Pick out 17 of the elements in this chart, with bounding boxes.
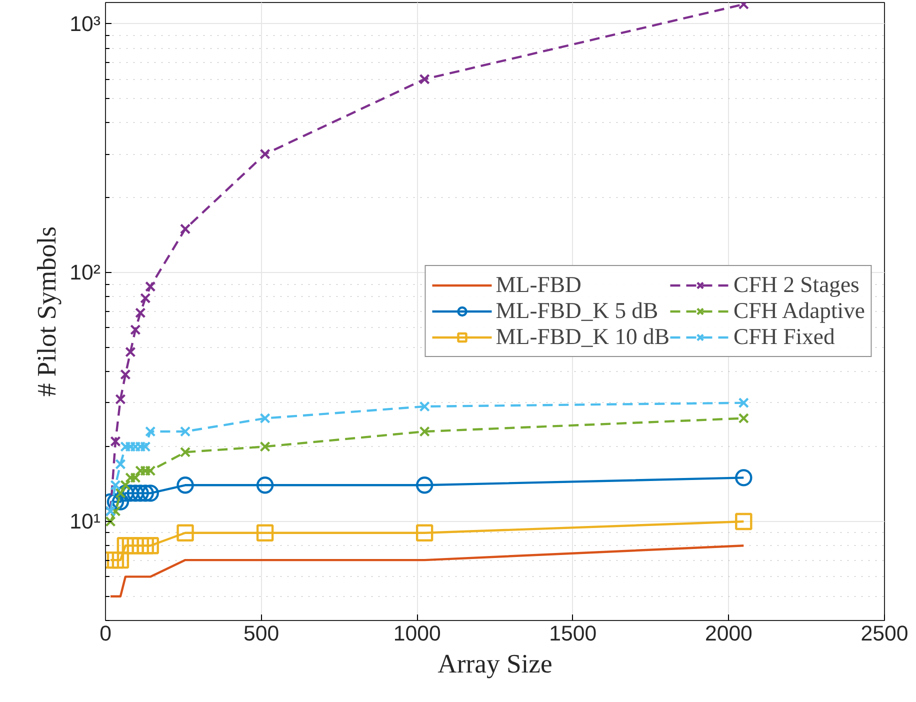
y-tick-label: 10¹ [70,510,100,534]
legend-label: ML-FBD_K 5 dB [496,298,658,324]
y-axis-title: # Pilot Symbols [32,226,62,397]
x-tick-label: 1000 [393,622,441,646]
x-axis-title: Array Size [438,648,552,678]
legend-label: CFH Adaptive [733,298,865,324]
legend-label: ML-FBD_K 10 dB [496,324,670,350]
x-tick-label: 2500 [860,622,908,646]
legend-label: CFH Fixed [733,324,835,350]
legend-label: CFH 2 Stages [733,272,860,298]
x-tick-label: 500 [244,622,280,646]
y-tick-label: 10² [70,260,100,285]
x-tick-label: 0 [100,622,112,646]
x-tick-label: 1500 [549,622,597,646]
y-tick-label: 10³ [70,12,100,36]
legend-label: ML-FBD [496,272,582,298]
x-tick-label: 2000 [704,622,753,646]
